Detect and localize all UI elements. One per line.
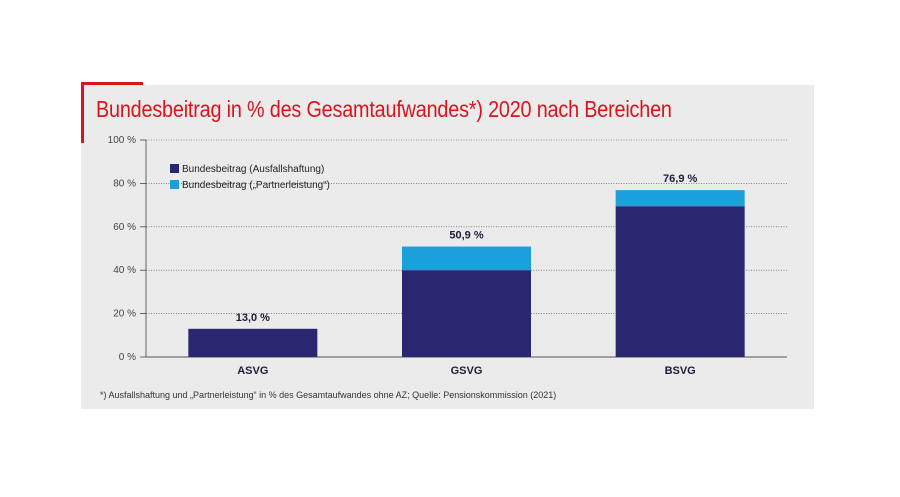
data-label-gsvg: 50,9 % — [449, 230, 483, 242]
bar-bsvg-series-2 — [615, 190, 745, 207]
legend: Bundesbeitrag (Ausfallshaftung) Bundesbei… — [170, 164, 330, 191]
bar-asvg-series-1 — [188, 328, 318, 357]
data-label-asvg: 13,0 % — [236, 312, 270, 324]
legend-swatch-1 — [170, 164, 179, 173]
x-tick-label-bsvg: BSVG — [665, 365, 696, 377]
y-tick-label: 0 % — [119, 352, 136, 363]
legend-swatch-2 — [170, 180, 179, 189]
y-tick-label: 60 % — [113, 222, 136, 233]
y-axis: 0 % 20 % 40 % 60 % 80 % 100 % — [108, 135, 147, 363]
footnote: *) Ausfallshaftung und „Partnerleistung“… — [100, 390, 557, 400]
x-tick-label-gsvg: GSVG — [451, 365, 483, 377]
y-tick-label: 20 % — [113, 309, 136, 320]
bar-gsvg-series-2 — [402, 246, 531, 271]
data-labels: 13,0 % 50,9 % 76,9 % — [236, 173, 698, 324]
y-tick-label: 80 % — [113, 178, 136, 189]
bar-gsvg-series-1 — [402, 270, 531, 357]
data-label-bsvg: 76,9 % — [663, 173, 697, 185]
chart-title: Bundesbeitrag in % des Gesamtaufwandes*)… — [96, 96, 672, 122]
legend-label-1: Bundesbeitrag (Ausfallshaftung) — [182, 164, 324, 175]
bar-bsvg-series-1 — [615, 206, 745, 357]
y-tick-label: 40 % — [113, 265, 136, 276]
legend-label-2: Bundesbeitrag („Partnerleistung“) — [182, 180, 330, 191]
x-axis: ASVG GSVG BSVG — [237, 365, 696, 377]
x-tick-label-asvg: ASVG — [237, 365, 268, 377]
accent-bar-horizontal — [81, 82, 143, 85]
accent-bar-vertical — [81, 82, 84, 143]
bars — [188, 190, 745, 357]
y-tick-label: 100 % — [108, 135, 136, 146]
